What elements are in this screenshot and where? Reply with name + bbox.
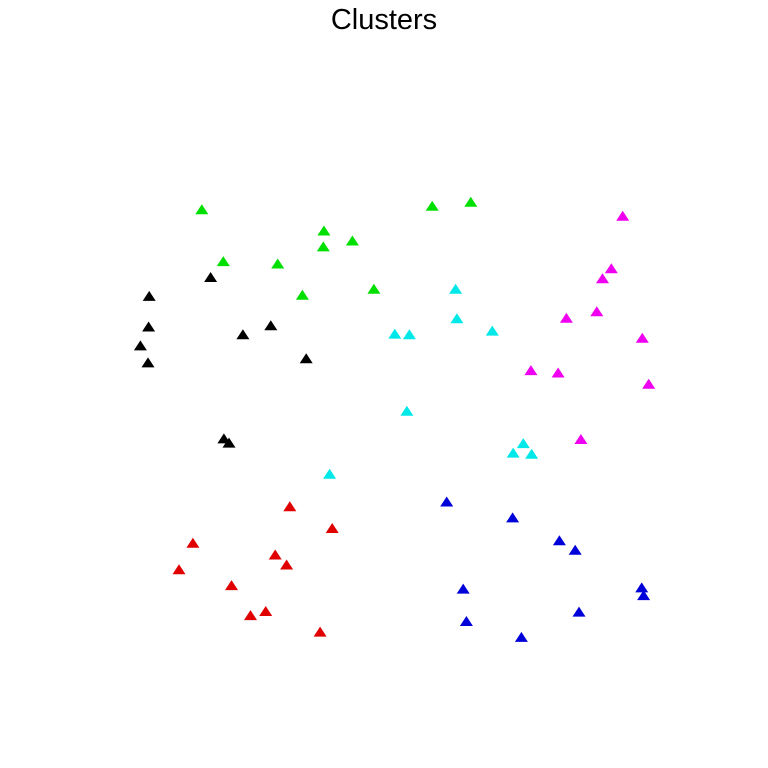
data-point-series-3-3 <box>485 325 499 336</box>
data-point-series-2-8 <box>141 357 155 368</box>
data-point-series-4-6 <box>635 332 649 343</box>
data-point-series-6-7 <box>637 590 651 601</box>
data-point-series-2-7 <box>299 353 313 364</box>
data-point-series-1-5 <box>345 235 359 246</box>
data-point-series-2-3 <box>142 321 156 332</box>
data-point-series-5-1 <box>283 501 297 512</box>
data-point-series-6-2 <box>506 512 520 523</box>
data-point-series-2-4 <box>264 320 278 331</box>
data-point-series-1-8 <box>271 258 285 269</box>
data-point-series-6-8 <box>572 606 586 617</box>
data-point-series-6-1 <box>440 496 454 507</box>
data-point-series-3-4 <box>388 328 402 339</box>
data-point-series-5-10 <box>313 626 327 637</box>
points-layer <box>133 196 656 642</box>
data-point-series-4-4 <box>590 306 604 317</box>
data-point-series-3-7 <box>516 438 530 449</box>
data-point-series-4-7 <box>524 365 538 376</box>
data-point-series-6-9 <box>459 616 473 626</box>
data-point-series-6-5 <box>456 583 470 594</box>
data-point-series-4-2 <box>604 263 618 274</box>
data-point-series-1-10 <box>295 289 309 300</box>
data-point-series-3-2 <box>450 313 464 324</box>
data-point-series-1-2 <box>425 200 439 211</box>
data-point-series-2-6 <box>133 340 147 351</box>
data-point-series-2-5 <box>236 329 250 340</box>
chart-title: Clusters <box>330 4 438 36</box>
data-point-series-2-10 <box>222 437 236 448</box>
data-point-series-5-6 <box>172 564 186 575</box>
data-point-series-1-6 <box>316 241 330 252</box>
data-point-series-6-6 <box>635 582 649 593</box>
data-point-series-4-1 <box>616 210 630 221</box>
data-point-series-5-5 <box>280 559 294 570</box>
data-point-series-3-9 <box>525 448 539 459</box>
data-point-series-4-10 <box>574 434 588 444</box>
data-point-series-3-1 <box>449 283 463 294</box>
data-point-series-5-9 <box>244 610 257 621</box>
data-point-series-1-3 <box>464 196 478 207</box>
data-point-series-4-8 <box>551 367 565 378</box>
data-point-series-4-9 <box>642 378 656 389</box>
data-point-series-6-3 <box>552 535 566 546</box>
data-point-series-1-7 <box>216 256 230 267</box>
data-point-series-3-10 <box>323 468 337 479</box>
data-point-series-5-7 <box>225 580 238 591</box>
data-point-series-2-2 <box>142 290 156 301</box>
data-point-series-1-9 <box>367 283 381 294</box>
data-point-series-6-4 <box>568 544 582 555</box>
data-point-series-3-8 <box>506 447 520 458</box>
data-point-series-2-1 <box>204 272 218 282</box>
data-point-series-1-4 <box>317 225 331 236</box>
data-point-series-1-1 <box>195 204 209 215</box>
data-point-series-5-2 <box>325 523 339 533</box>
data-point-series-3-6 <box>400 405 414 416</box>
data-point-series-5-4 <box>268 549 282 560</box>
data-point-series-4-3 <box>596 273 609 284</box>
data-point-series-5-8 <box>259 606 273 616</box>
data-point-series-6-10 <box>514 631 528 642</box>
data-point-series-5-3 <box>186 537 200 548</box>
data-point-series-3-5 <box>402 329 416 340</box>
data-point-series-4-5 <box>559 312 573 323</box>
